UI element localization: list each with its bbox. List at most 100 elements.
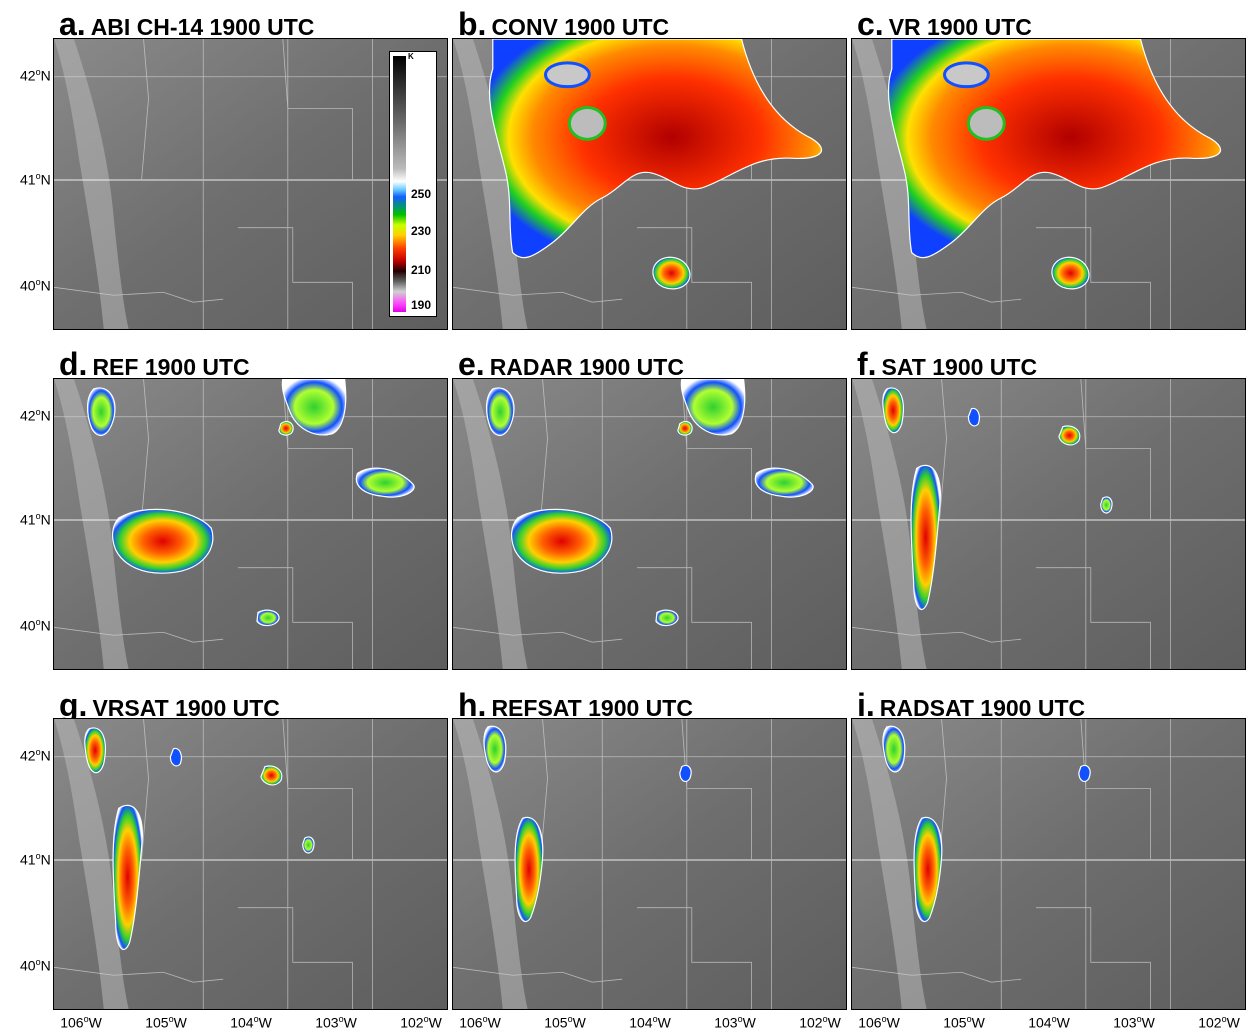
convective-field xyxy=(887,39,1222,259)
map-panel xyxy=(452,38,847,330)
map-panel xyxy=(53,378,448,670)
storm-cell xyxy=(112,508,214,574)
panel-title: a. ABI CH-14 1900 UTC xyxy=(59,8,314,40)
map-image xyxy=(453,719,846,1009)
longitude-label: 106oW xyxy=(60,1014,102,1031)
colorbar-tick: 230 xyxy=(411,224,432,238)
storm-cell xyxy=(511,508,613,574)
panel-caption: SAT 1900 UTC xyxy=(881,354,1038,380)
panel-title: f. SAT 1900 UTC xyxy=(857,348,1037,380)
terrain-band xyxy=(453,379,528,669)
longitude-label: 105oW xyxy=(544,1014,586,1031)
latitude-label: 42oN xyxy=(20,67,51,84)
longitude-label: 106oW xyxy=(858,1014,900,1031)
satellite-cells xyxy=(483,725,507,773)
terrain-band xyxy=(852,39,927,329)
longitude-label: 104oW xyxy=(1028,1014,1070,1031)
satellite-cells xyxy=(910,464,941,610)
storm-cell xyxy=(260,765,283,786)
panel-letter: g. xyxy=(59,687,88,723)
panel-caption: RADSAT 1900 UTC xyxy=(879,695,1086,721)
longitude-label: 103oW xyxy=(1113,1014,1155,1031)
colorbar-tick: 190 xyxy=(411,298,432,312)
panel-caption: REFSAT 1900 UTC xyxy=(491,695,693,721)
longitude-label: 104oW xyxy=(230,1014,272,1031)
terrain-band xyxy=(453,39,528,329)
panel-title: h. REFSAT 1900 UTC xyxy=(458,689,693,721)
panel-title: c. VR 1900 UTC xyxy=(857,8,1032,40)
map-image xyxy=(54,719,447,1009)
longitude-label: 106oW xyxy=(459,1014,501,1031)
longitude-label: 102oW xyxy=(400,1014,442,1031)
map-image xyxy=(54,379,447,669)
map-image xyxy=(852,719,1245,1009)
storm-cell xyxy=(278,420,294,436)
panel-letter: i. xyxy=(857,687,875,723)
panel-letter: c. xyxy=(857,6,884,42)
small-cell xyxy=(1100,496,1113,514)
longitude-label: 103oW xyxy=(315,1014,357,1031)
colorbar-gradient xyxy=(393,56,406,312)
map-image xyxy=(453,379,846,669)
boundary-lines xyxy=(54,39,447,329)
panel-letter: f. xyxy=(857,346,877,382)
reflectivity-area xyxy=(86,387,116,437)
longitude-label: 104oW xyxy=(629,1014,671,1031)
terrain-band xyxy=(852,379,927,669)
reflectivity-area xyxy=(680,379,746,436)
latitude-label: 40oN xyxy=(20,617,51,634)
reflectivity-area xyxy=(754,467,814,498)
map-image xyxy=(852,39,1245,329)
convective-field xyxy=(488,39,823,259)
colorbar: K 250 230 210 190 xyxy=(389,51,437,317)
panel-caption: ABI CH-14 1900 UTC xyxy=(90,14,315,40)
storm-cell xyxy=(677,420,693,436)
panel-title: b. CONV 1900 UTC xyxy=(458,8,669,40)
panel-title: i. RADSAT 1900 UTC xyxy=(857,689,1085,721)
satellite-cells xyxy=(882,387,904,434)
reflectivity-area xyxy=(485,387,515,437)
map-panel xyxy=(851,378,1246,670)
storm-cell xyxy=(1058,425,1081,446)
satellite-cells xyxy=(882,725,906,773)
map-panel xyxy=(53,718,448,1010)
satellite-cells xyxy=(112,804,143,950)
reflectivity-area xyxy=(256,609,280,627)
terrain-band xyxy=(453,719,528,1009)
small-cell xyxy=(302,836,315,854)
panel-letter: d. xyxy=(59,346,88,382)
reflectivity-area xyxy=(355,467,415,498)
reflectivity-area xyxy=(281,379,347,436)
terrain-band xyxy=(852,719,927,1009)
latitude-label: 40oN xyxy=(20,277,51,294)
latitude-label: 41oN xyxy=(20,511,51,528)
map-panel xyxy=(851,718,1246,1010)
longitude-label: 102oW xyxy=(1198,1014,1240,1031)
panel-title: d. REF 1900 UTC xyxy=(59,348,250,380)
latitude-label: 41oN xyxy=(20,851,51,868)
satellite-cells xyxy=(84,727,106,774)
longitude-label: 102oW xyxy=(799,1014,841,1031)
longitude-label: 105oW xyxy=(145,1014,187,1031)
storm-cell xyxy=(1051,256,1090,290)
longitude-label: 103oW xyxy=(714,1014,756,1031)
map-panel xyxy=(452,718,847,1010)
panel-letter: h. xyxy=(458,687,487,723)
map-image xyxy=(852,379,1245,669)
map-image xyxy=(453,39,846,329)
latitude-label: 42oN xyxy=(20,747,51,764)
reflectivity-area xyxy=(655,609,679,627)
map-image xyxy=(54,39,447,329)
colorbar-tick: 250 xyxy=(411,187,432,201)
colorbar-tick: 210 xyxy=(411,263,432,277)
latitude-label: 41oN xyxy=(20,171,51,188)
terrain-band xyxy=(54,379,129,669)
panel-caption: RADAR 1900 UTC xyxy=(489,354,684,380)
map-panel xyxy=(851,38,1246,330)
latitude-label: 42oN xyxy=(20,407,51,424)
panel-caption: REF 1900 UTC xyxy=(92,354,250,380)
small-cell xyxy=(679,764,692,783)
small-cell xyxy=(1078,764,1091,783)
panel-title: g. VRSAT 1900 UTC xyxy=(59,689,280,721)
map-panel xyxy=(452,378,847,670)
